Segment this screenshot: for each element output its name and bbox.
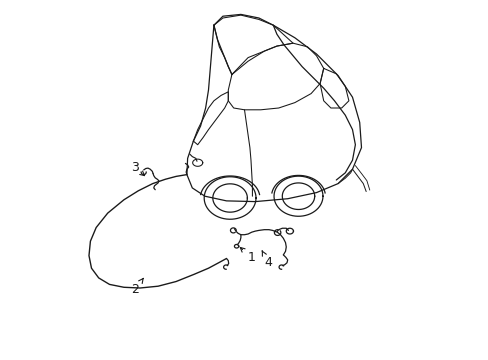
Text: 4: 4: [262, 251, 272, 269]
Text: 2: 2: [130, 278, 143, 296]
Text: 3: 3: [130, 161, 144, 176]
Text: 1: 1: [240, 247, 255, 264]
